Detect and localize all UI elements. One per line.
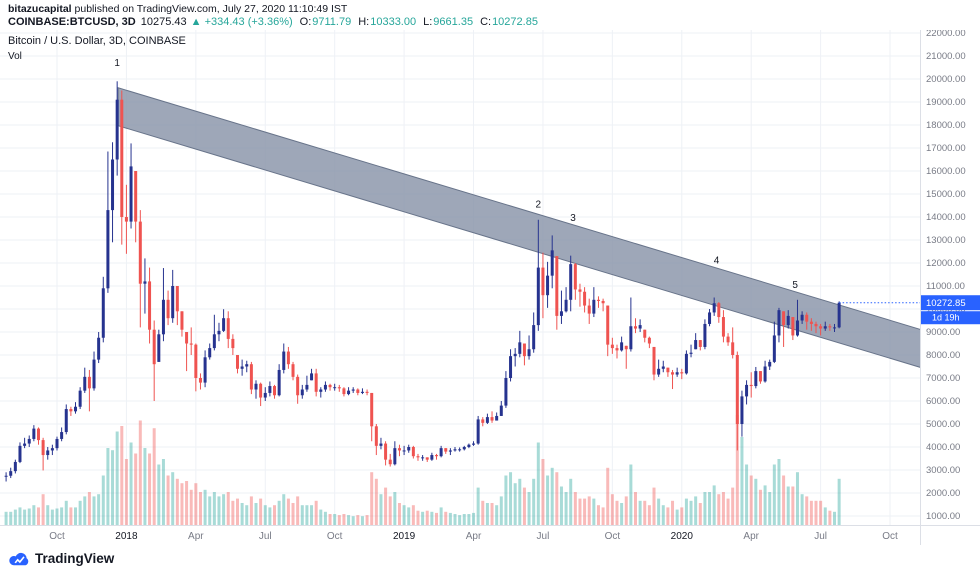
svg-text:14000.00: 14000.00 bbox=[926, 212, 966, 223]
high-value: 10333.00 bbox=[370, 16, 417, 28]
footer: TradingView bbox=[0, 545, 980, 571]
symbol-line: COINBASE:BTCUSD, 3D 10275.43 ▲ +334.43 (+3… bbox=[8, 16, 972, 29]
svg-text:11000.00: 11000.00 bbox=[926, 281, 965, 292]
open-value-group: O:9711.79 bbox=[300, 16, 352, 28]
svg-text:13000.00: 13000.00 bbox=[926, 235, 966, 246]
publish-info: published on TradingView.com, July 27, 2… bbox=[71, 3, 348, 15]
svg-text:1000.00: 1000.00 bbox=[926, 511, 960, 522]
svg-text:6000.00: 6000.00 bbox=[926, 396, 960, 407]
touch-label-4: 4 bbox=[714, 256, 720, 267]
header: bitazucapital published on TradingView.c… bbox=[0, 0, 980, 30]
svg-text:Oct: Oct bbox=[882, 531, 898, 542]
touch-label-2: 2 bbox=[536, 199, 542, 210]
svg-text:9000.00: 9000.00 bbox=[926, 327, 960, 338]
touch-label-5: 5 bbox=[792, 280, 798, 291]
header-last-price: 10275.43 bbox=[140, 16, 187, 28]
volume-layer bbox=[4, 415, 841, 525]
svg-text:2020: 2020 bbox=[671, 531, 694, 542]
bar-countdown-value: 1d 19h bbox=[932, 313, 960, 323]
svg-text:22000.00: 22000.00 bbox=[926, 30, 966, 39]
chart-canvas[interactable]: 1 2 3 4 5 1000.00 2000.00 3000.00 4000.00 5000.00… bbox=[0, 28, 980, 545]
symbol-title[interactable]: COINBASE:BTCUSD, 3D bbox=[8, 16, 136, 28]
svg-text:Jul: Jul bbox=[259, 531, 272, 542]
close-value-group: C:10272.85 bbox=[480, 16, 538, 28]
close-value: 10272.85 bbox=[492, 16, 538, 28]
time-axis[interactable]: Oct 2018 Apr Jul Oct 2019 Apr Jul Oct 2020 Apr Jul O… bbox=[49, 531, 898, 542]
svg-text:Oct: Oct bbox=[327, 531, 343, 542]
low-value-group: L:9661.35 bbox=[423, 16, 473, 28]
svg-text:15000.00: 15000.00 bbox=[926, 189, 966, 200]
tradingview-brand-text[interactable]: TradingView bbox=[35, 550, 115, 566]
svg-text:Jul: Jul bbox=[814, 531, 827, 542]
svg-text:16000.00: 16000.00 bbox=[926, 166, 966, 177]
svg-text:2018: 2018 bbox=[115, 531, 138, 542]
open-label: O: bbox=[299, 16, 312, 28]
price-axis[interactable]: 1000.00 2000.00 3000.00 4000.00 5000.00 6000.… bbox=[926, 28, 966, 522]
svg-text:20000.00: 20000.00 bbox=[926, 74, 966, 85]
svg-text:19000.00: 19000.00 bbox=[926, 97, 966, 108]
touch-label-3: 3 bbox=[570, 213, 576, 224]
low-label: L: bbox=[423, 16, 433, 28]
svg-text:Apr: Apr bbox=[188, 531, 204, 542]
descending-channel[interactable] bbox=[117, 87, 921, 368]
drawings-layer bbox=[117, 87, 921, 368]
svg-text:2019: 2019 bbox=[393, 531, 416, 542]
last-price-badge-value: 10272.85 bbox=[926, 298, 966, 309]
svg-text:Oct: Oct bbox=[605, 531, 621, 542]
svg-text:Apr: Apr bbox=[466, 531, 482, 542]
publish-line: bitazucapital published on TradingView.c… bbox=[8, 3, 972, 16]
svg-text:3000.00: 3000.00 bbox=[926, 465, 960, 476]
candles-layer bbox=[4, 81, 841, 482]
chart-area: 1 2 3 4 5 1000.00 2000.00 3000.00 4000.00 5000.00… bbox=[0, 28, 980, 545]
svg-text:12000.00: 12000.00 bbox=[926, 258, 966, 269]
touch-label-1: 1 bbox=[114, 58, 120, 69]
svg-text:8000.00: 8000.00 bbox=[926, 350, 960, 361]
author-name[interactable]: bitazucapital bbox=[8, 3, 72, 15]
low-value: 9661.35 bbox=[433, 16, 474, 28]
svg-text:Jul: Jul bbox=[537, 531, 550, 542]
tradingview-logo-icon[interactable] bbox=[9, 551, 30, 566]
close-label: C: bbox=[480, 16, 492, 28]
last-price-badge bbox=[921, 295, 980, 311]
high-value-group: H:10333.00 bbox=[358, 16, 416, 28]
bar-countdown-badge bbox=[921, 311, 980, 325]
svg-text:21000.00: 21000.00 bbox=[926, 51, 966, 62]
svg-text:2000.00: 2000.00 bbox=[926, 488, 960, 499]
svg-text:18000.00: 18000.00 bbox=[926, 120, 966, 131]
trendline-touch-labels: 1 2 3 4 5 bbox=[114, 58, 798, 291]
open-value: 9711.79 bbox=[312, 16, 352, 28]
price-change: ▲ +334.43 (+3.36%) bbox=[190, 16, 293, 28]
svg-text:Oct: Oct bbox=[49, 531, 65, 542]
svg-text:4000.00: 4000.00 bbox=[926, 442, 960, 453]
svg-text:Apr: Apr bbox=[743, 531, 759, 542]
svg-text:7000.00: 7000.00 bbox=[926, 373, 960, 384]
svg-text:5000.00: 5000.00 bbox=[926, 419, 960, 430]
high-label: H: bbox=[358, 16, 370, 28]
svg-text:17000.00: 17000.00 bbox=[926, 143, 966, 154]
